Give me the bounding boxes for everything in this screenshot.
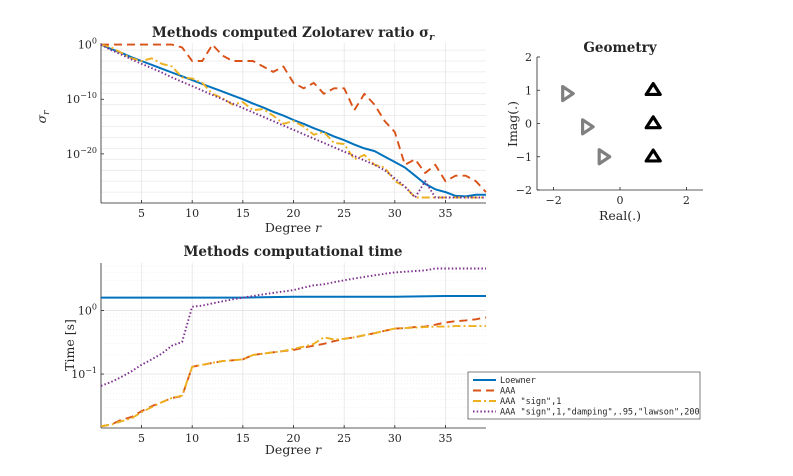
geometry-xtick-label: 2 xyxy=(683,194,690,207)
zolotarev-ytick-label: 10−20 xyxy=(66,146,97,161)
geometry-xtick-label: −2 xyxy=(545,194,561,207)
geometry-xtick-label: 0 xyxy=(617,194,624,207)
zero-marker xyxy=(644,115,662,130)
zolotarev-series-aaa_lawson xyxy=(100,43,486,199)
geometry-ytick-label: 0 xyxy=(525,118,532,131)
legend-label-aaa_sign: AAA "sign",1 xyxy=(500,397,561,407)
time-xtick-label: 10 xyxy=(185,432,199,445)
geometry-ytick-label: 2 xyxy=(525,51,532,64)
geometry-axes: Geometry Imag(.) Real(.) −2 0 2 2 1 0 −1 −2 xyxy=(505,40,703,223)
pole-marker xyxy=(580,118,595,136)
zolotarev-xtick-label: 30 xyxy=(388,207,402,220)
zolotarev-xtick-label: 20 xyxy=(287,207,301,220)
time-ylabel: Time [s] xyxy=(62,319,77,371)
time-xtick-label: 30 xyxy=(388,432,402,445)
geometry-ytick-label: 1 xyxy=(525,84,532,97)
zolotarev-series-aaa_sign xyxy=(100,43,486,199)
zolotarev-axes: Methods computed Zolotarev ratio σr σr D… xyxy=(34,25,487,235)
time-axes: Methods computational time Time [s] Degr… xyxy=(62,244,487,457)
zero-marker xyxy=(644,148,662,163)
pole-marker xyxy=(561,84,575,103)
zolotarev-xlabel: Degree r xyxy=(265,220,322,235)
zolotarev-xtick-label: 25 xyxy=(337,207,351,220)
time-ytick-label: 10−1 xyxy=(71,366,97,381)
zero-marker xyxy=(644,81,662,97)
legend-box xyxy=(467,371,701,420)
geometry-ytick-label: −1 xyxy=(516,151,532,164)
time-xtick-label: 25 xyxy=(337,432,351,445)
legend-label-aaa_lawson: AAA "sign",1,"damping",.95,"lawson",200 xyxy=(500,408,700,418)
zolotarev-title: Methods computed Zolotarev ratio σr xyxy=(152,25,435,43)
zolotarev-series-loewner xyxy=(100,43,486,198)
zolotarev-xtick-label: 5 xyxy=(138,207,145,220)
geometry-ytick-label: −2 xyxy=(516,184,532,197)
time-xlabel: Degree r xyxy=(265,442,322,457)
time-xtick-label: 15 xyxy=(236,432,250,445)
time-series-aaa_sign xyxy=(100,325,486,428)
legend-label-loewner: Loewner xyxy=(500,376,536,386)
time-xtick-label: 5 xyxy=(138,432,145,445)
geometry-title: Geometry xyxy=(583,40,657,56)
time-xtick-label: 20 xyxy=(287,432,301,445)
geometry-ylabel: Imag(.) xyxy=(505,101,520,147)
zolotarev-xtick-label: 15 xyxy=(236,207,250,220)
zolotarev-xtick-label: 35 xyxy=(438,207,452,220)
legend-label-aaa: AAA xyxy=(500,387,515,397)
time-title: Methods computational time xyxy=(183,244,402,260)
pole-marker xyxy=(597,148,612,166)
zolotarev-ylabel: σr xyxy=(34,110,52,124)
zolotarev-xtick-label: 10 xyxy=(185,207,199,220)
zolotarev-series-aaa xyxy=(101,43,487,193)
geometry-xlabel: Real(.) xyxy=(599,208,641,223)
time-series-loewner xyxy=(101,295,486,299)
zolotarev-ytick-label: 10−10 xyxy=(66,91,97,106)
time-ytick-label: 100 xyxy=(78,303,97,318)
time-xtick-label: 35 xyxy=(438,432,452,445)
zolotarev-ytick-label: 100 xyxy=(78,37,97,52)
